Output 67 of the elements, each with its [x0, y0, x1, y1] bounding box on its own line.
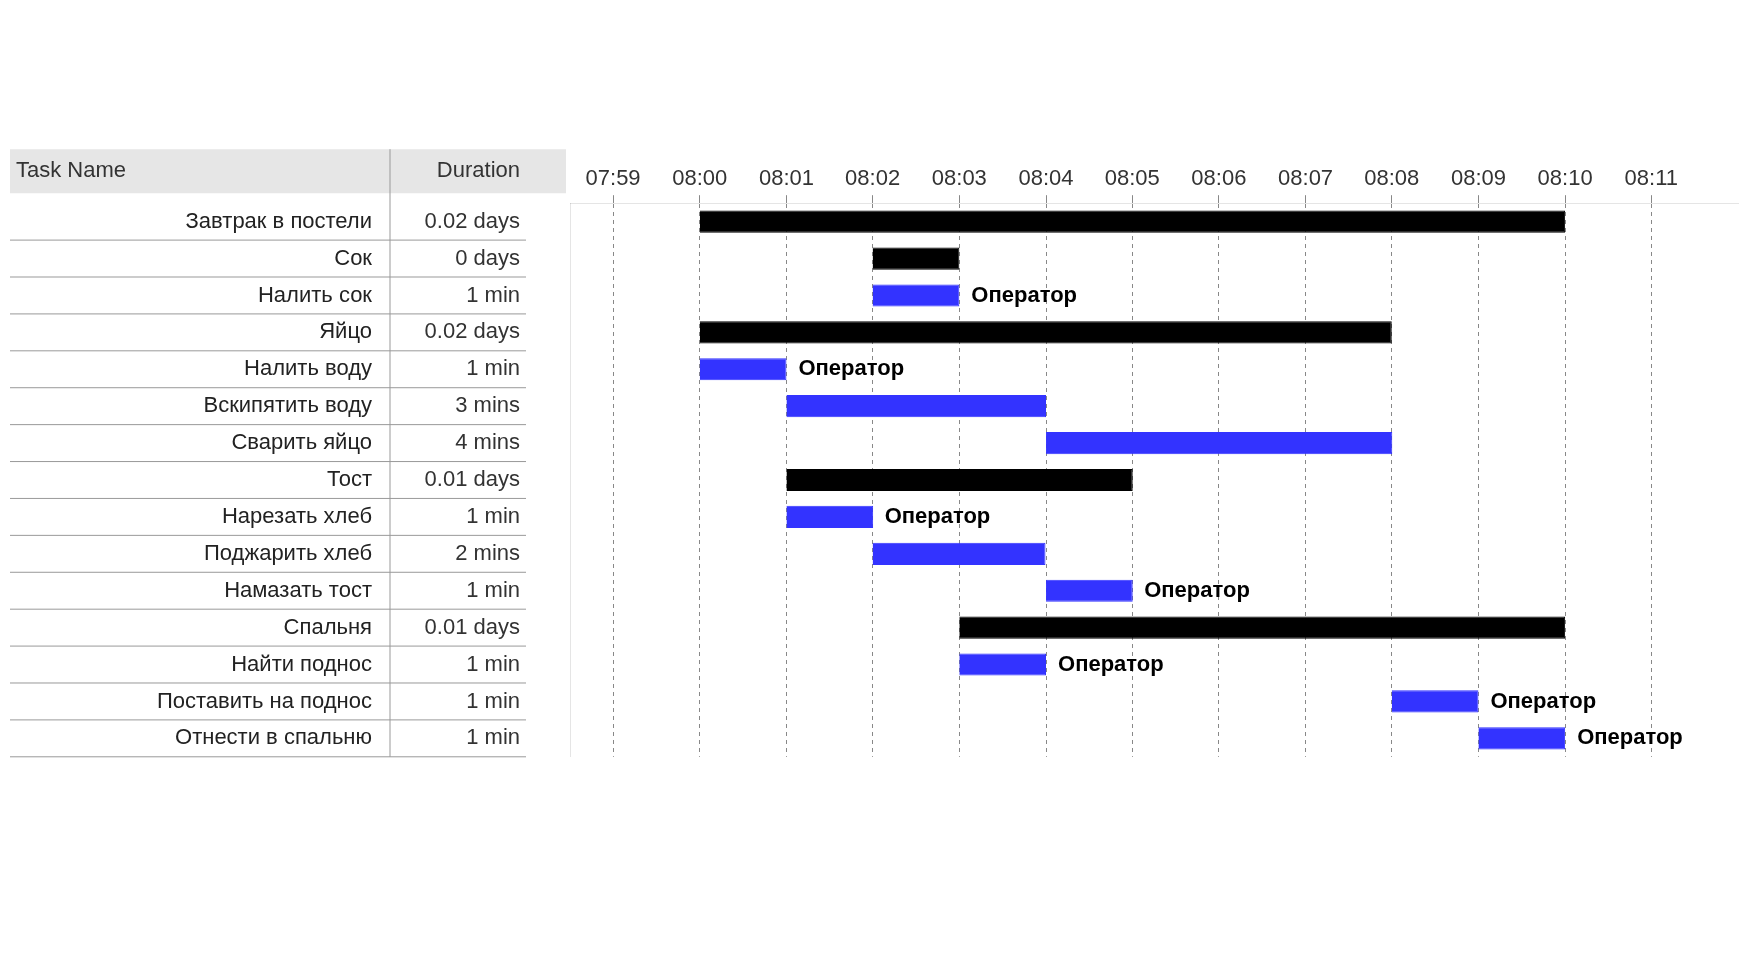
- y-tick-label: Намазать тост: [224, 576, 372, 602]
- annotation: Оператор: [1490, 687, 1597, 713]
- text: 1 min: [466, 281, 520, 307]
- bar: [786, 505, 874, 528]
- x-tick-label: 08:00: [672, 165, 728, 191]
- text: 0.02 days: [424, 318, 520, 344]
- x-tick-label: 07:59: [585, 165, 641, 191]
- y-tick-label: Завтрак в постели: [185, 207, 372, 233]
- bar: [786, 395, 1047, 418]
- text: 3 mins: [455, 392, 520, 418]
- x-tick-label: 08:11: [1624, 165, 1679, 191]
- annotation: Оператор: [1058, 650, 1164, 676]
- text: 1 min: [466, 502, 520, 528]
- bar: [786, 468, 1133, 492]
- text: 0.01 days: [424, 466, 520, 492]
- y-tick-label: Яйцо: [319, 318, 372, 344]
- bar: [872, 542, 1046, 565]
- annotation: Оператор: [798, 355, 905, 381]
- x-tick-label: 08:10: [1537, 165, 1593, 191]
- bar: [872, 247, 960, 270]
- x-tick-label: 08:03: [931, 165, 987, 191]
- text: Task Name: [16, 157, 127, 183]
- annotation: Оператор: [1144, 576, 1250, 602]
- annotation: Оператор: [884, 502, 991, 528]
- y-tick-label: Налить воду: [244, 355, 372, 381]
- text: 0.01 days: [424, 613, 520, 639]
- bar: [872, 284, 960, 307]
- text: 0 days: [455, 244, 520, 270]
- text: 4 mins: [455, 429, 520, 455]
- text: 1 min: [466, 355, 520, 381]
- y-tick-label: Отнести в спальню: [175, 724, 372, 750]
- y-tick-label: Тост: [326, 466, 372, 492]
- bar: [1046, 579, 1133, 602]
- bar: [699, 321, 1392, 344]
- y-tick-label: Вскипятить воду: [203, 392, 372, 418]
- text: 1 min: [466, 650, 520, 676]
- x-tick-label: 08:08: [1364, 165, 1420, 191]
- y-tick-label: Поджарить хлеб: [204, 539, 372, 565]
- text: Duration: [436, 157, 520, 183]
- text: 1 min: [466, 687, 520, 713]
- x-tick-label: 08:07: [1278, 165, 1334, 191]
- x-tick-label: 08:01: [758, 165, 814, 191]
- x-tick-label: 08:09: [1450, 165, 1506, 191]
- text: 2 mins: [455, 539, 520, 565]
- text: 0.02 days: [424, 207, 520, 233]
- bar: [959, 616, 1566, 639]
- text: 1 min: [466, 576, 520, 602]
- annotation: Оператор: [1577, 724, 1683, 750]
- text: 1 min: [466, 724, 520, 750]
- y-tick-label: Найти поднос: [231, 650, 372, 676]
- y-tick-label: Налить сок: [257, 281, 373, 307]
- bar: [1478, 727, 1566, 750]
- x-tick-label: 08:02: [845, 165, 901, 191]
- bar: [1391, 690, 1479, 713]
- bar: [699, 210, 1566, 233]
- y-tick-label: Поставить на поднос: [156, 687, 372, 713]
- y-tick-label: Сварить яйцо: [231, 429, 372, 455]
- annotation: Оператор: [971, 281, 1078, 307]
- bar: [959, 653, 1047, 676]
- y-tick-label: Сок: [334, 244, 373, 270]
- x-tick-label: 08:05: [1104, 165, 1160, 191]
- bar: [1046, 432, 1393, 455]
- x-tick-label: 08:06: [1191, 165, 1247, 191]
- y-tick-label: Спальня: [283, 613, 372, 639]
- x-tick-label: 08:04: [1018, 165, 1074, 191]
- bar: [699, 358, 787, 381]
- y-tick-label: Нарезать хлеб: [221, 502, 372, 528]
